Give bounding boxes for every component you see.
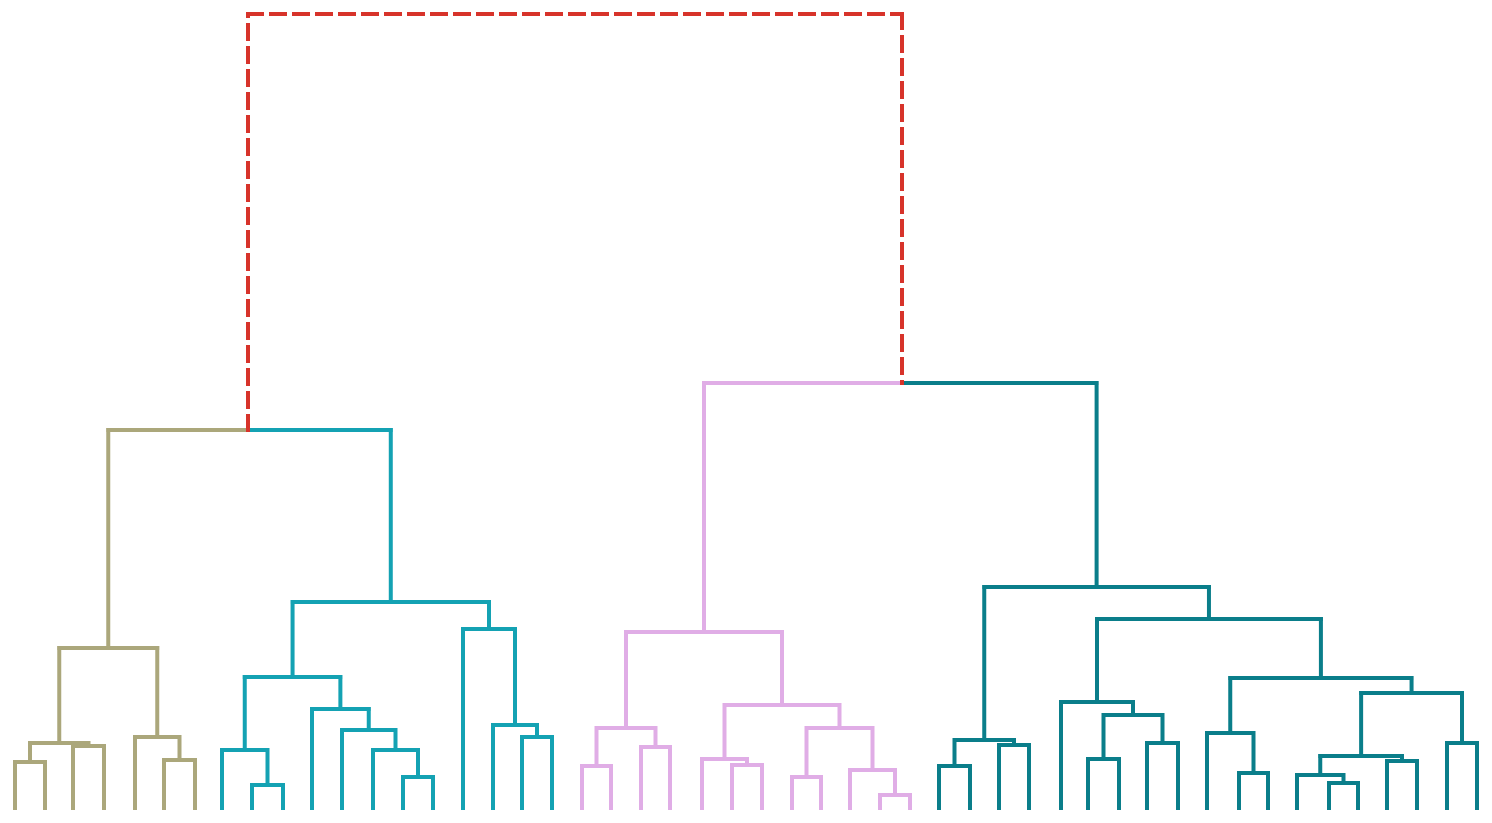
dendrogram	[13, 12, 1479, 810]
